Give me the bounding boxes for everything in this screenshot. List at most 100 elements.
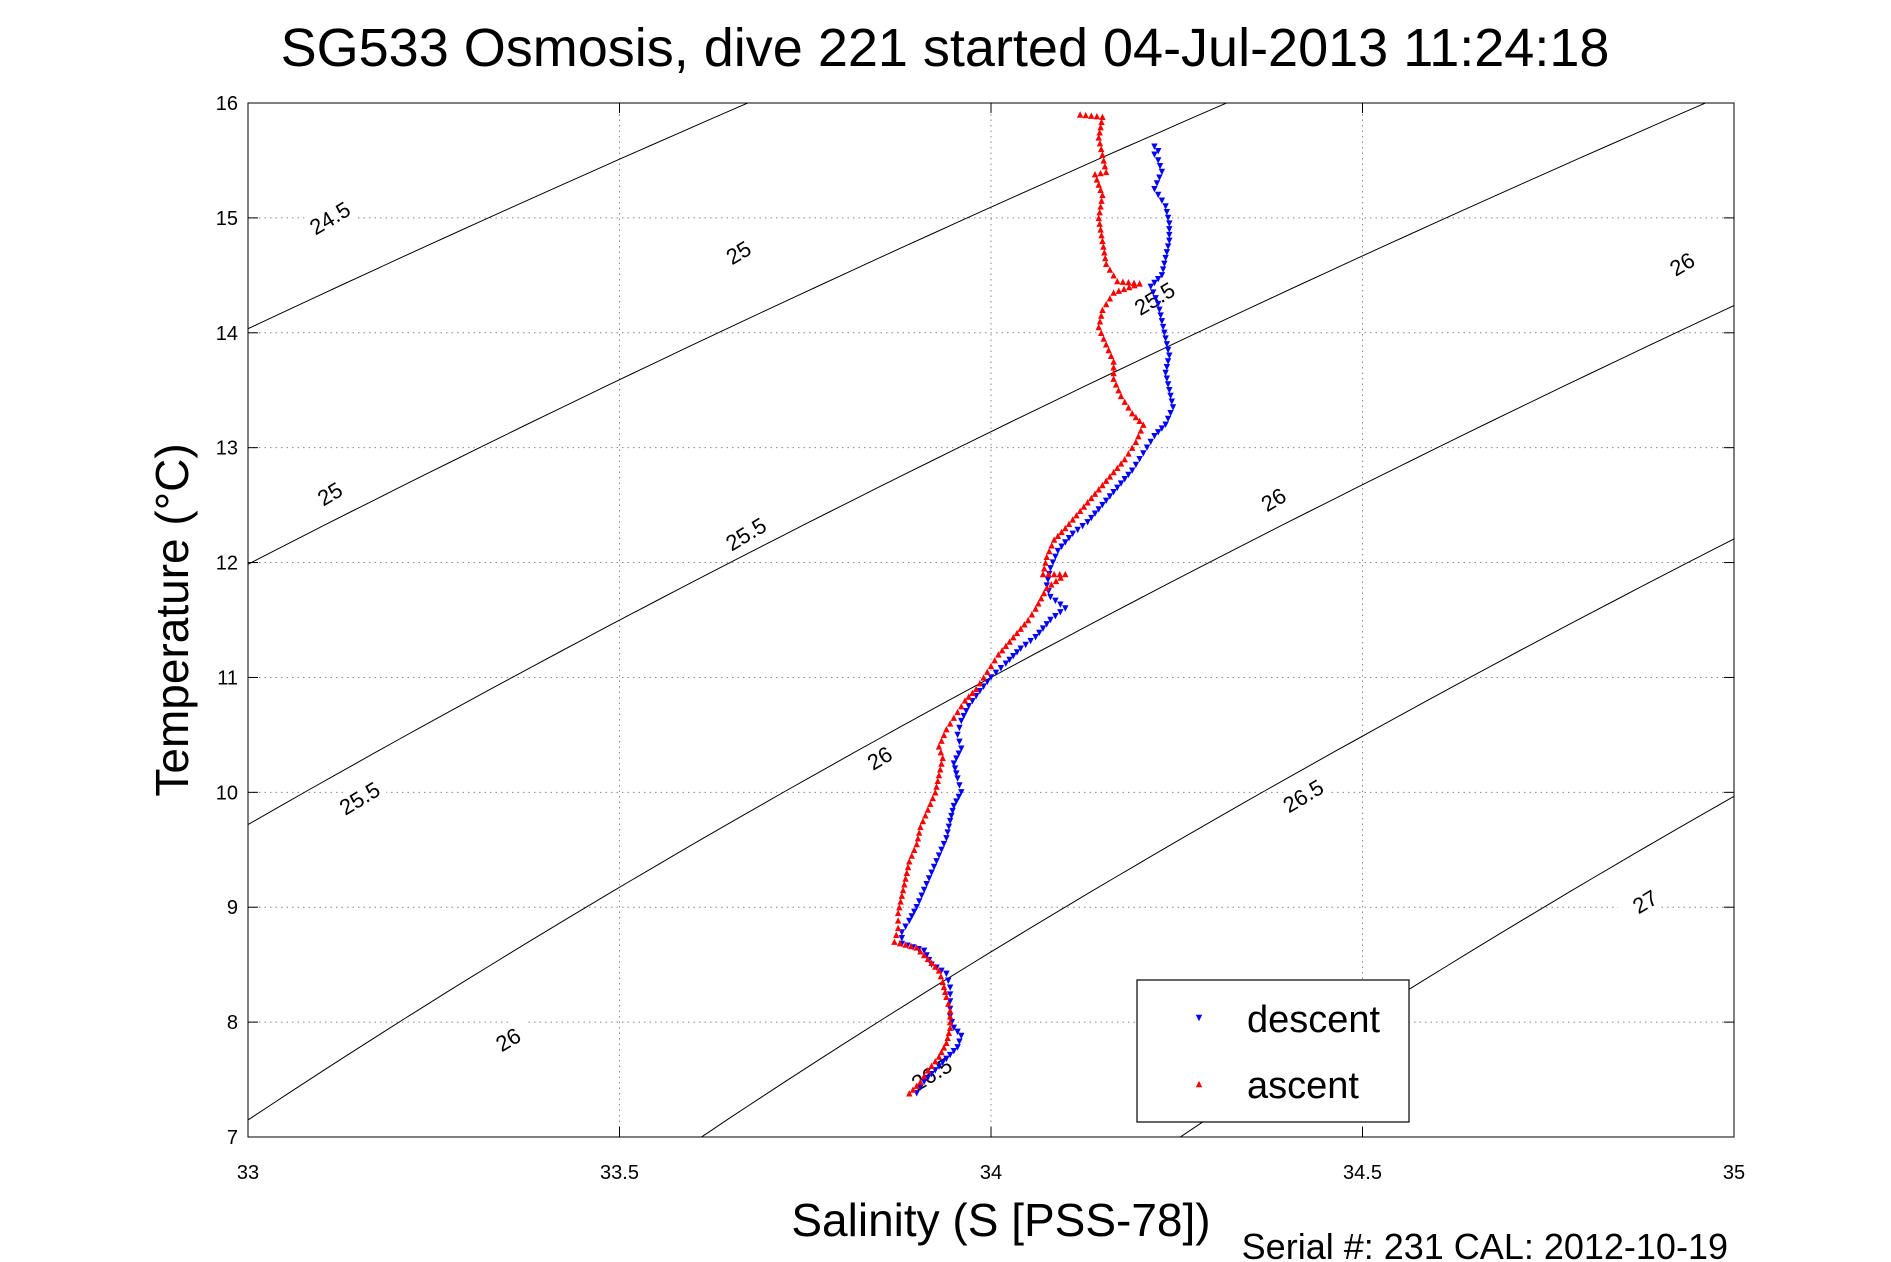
ascent-point xyxy=(1096,208,1103,216)
ascent-point xyxy=(1131,282,1138,289)
descent-point xyxy=(956,738,963,745)
descent-point xyxy=(1159,323,1167,331)
descent-point xyxy=(1166,387,1173,394)
density-contour-line xyxy=(700,538,1734,1137)
ascent-point xyxy=(1093,113,1101,120)
ascent-point xyxy=(934,777,941,785)
ascent-point xyxy=(897,898,904,905)
ascent-series xyxy=(891,111,1147,1097)
ascent-point xyxy=(941,988,949,996)
ascent-point xyxy=(1102,254,1109,262)
ascent-point xyxy=(937,766,944,773)
ascent-point xyxy=(1125,279,1132,286)
y-tick-label: 15 xyxy=(216,208,238,230)
ascent-point xyxy=(1096,129,1103,136)
ascent-point xyxy=(1110,369,1117,377)
ascent-point xyxy=(894,924,902,932)
descent-point xyxy=(963,707,970,715)
descent-point xyxy=(1164,381,1172,388)
descent-point xyxy=(1057,601,1064,608)
ascent-point xyxy=(1084,499,1091,506)
ascent-point xyxy=(946,720,954,727)
descent-point xyxy=(954,1028,961,1036)
descent-point xyxy=(933,858,940,865)
descent-point xyxy=(1163,364,1171,371)
ascent-point xyxy=(940,731,948,739)
ascent-point xyxy=(1096,318,1104,325)
ascent-point xyxy=(1097,186,1104,193)
descent-point xyxy=(1157,312,1164,319)
descent-point xyxy=(1022,641,1029,649)
ascent-point xyxy=(933,783,940,790)
ascent-point xyxy=(980,674,987,681)
y-axis-label: Temperature (°C) xyxy=(146,443,198,796)
contour-label-bg xyxy=(479,1014,538,1064)
ascent-point xyxy=(1098,312,1105,319)
ascent-point xyxy=(1105,346,1112,354)
ascent-point xyxy=(1021,621,1028,628)
ascent-point xyxy=(915,829,923,836)
descent-point xyxy=(1156,162,1164,170)
ascent-point xyxy=(946,1024,954,1032)
ascent-point xyxy=(932,963,939,970)
descent-point xyxy=(1039,625,1047,632)
descent-point xyxy=(1162,421,1169,428)
descent-point xyxy=(943,970,950,978)
contour-label-bg xyxy=(709,227,768,277)
grid xyxy=(247,102,1735,1138)
descent-point xyxy=(1047,593,1054,601)
ascent-point xyxy=(1099,237,1106,245)
ascent-point xyxy=(1062,524,1069,532)
descent-point xyxy=(1169,404,1177,411)
ascent-point xyxy=(1128,444,1136,451)
ascent-point xyxy=(1100,335,1107,342)
ascent-point xyxy=(1091,490,1099,497)
ascent-point xyxy=(906,1090,913,1097)
ascent-point xyxy=(913,1082,920,1089)
descent-point xyxy=(1164,415,1172,423)
ascent-point xyxy=(1045,570,1052,578)
descent-point xyxy=(1158,318,1166,325)
ascent-point xyxy=(1073,511,1080,519)
ascent-point xyxy=(1110,358,1117,365)
density-contour-line xyxy=(248,103,1707,826)
ascent-point xyxy=(1121,455,1128,463)
x-tick-label: 33 xyxy=(237,1162,259,1184)
ascent-point xyxy=(935,743,943,750)
descent-point xyxy=(1162,203,1169,210)
descent-point xyxy=(928,869,935,876)
y-tick-label: 11 xyxy=(217,667,238,689)
ascent-point xyxy=(1028,611,1036,618)
y-tick-label: 7 xyxy=(227,1127,238,1149)
descent-point xyxy=(1158,272,1166,279)
ascent-point xyxy=(1095,181,1102,188)
descent-point xyxy=(1062,539,1069,546)
y-tick-label: 10 xyxy=(216,782,238,804)
ascent-point xyxy=(1040,589,1048,597)
ascent-point xyxy=(1095,134,1102,141)
descent-point xyxy=(1027,637,1034,645)
ascent-point xyxy=(1098,145,1105,153)
ascent-point xyxy=(1098,231,1105,239)
descent-point xyxy=(935,1063,943,1070)
descent-point xyxy=(1147,438,1154,446)
ascent-point xyxy=(924,955,932,963)
descent-point xyxy=(992,669,1000,677)
ascent-point xyxy=(1010,634,1017,641)
ascent-point xyxy=(945,1029,953,1037)
contour-label-bg xyxy=(1244,474,1303,524)
ascent-point xyxy=(1097,123,1104,131)
x-tick-label: 35 xyxy=(1723,1162,1745,1184)
descent-point xyxy=(1114,484,1121,492)
descent-point xyxy=(1168,398,1175,405)
ascent-point xyxy=(1132,413,1140,421)
descent-point xyxy=(911,908,918,916)
ascent-point xyxy=(1110,468,1117,476)
descent-point xyxy=(949,807,956,815)
descent-point xyxy=(1161,329,1168,336)
ascent-point xyxy=(1140,421,1147,428)
descent-point xyxy=(955,793,963,801)
descent-point xyxy=(1163,208,1171,216)
descent-point xyxy=(1032,634,1039,641)
